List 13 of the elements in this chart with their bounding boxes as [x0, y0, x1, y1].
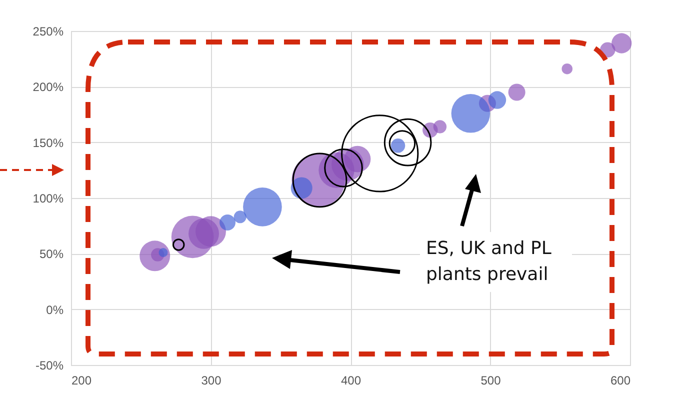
y-tick-label: 250%: [32, 24, 64, 38]
y-tick-label: 200%: [32, 80, 64, 94]
y-tick-label: -50%: [35, 358, 64, 372]
y-tick-label: 150%: [32, 136, 64, 150]
annotation: ES, UK and PL plants prevail: [420, 232, 572, 292]
y-tick-label: 100%: [32, 192, 64, 206]
y-tick-label: 0%: [46, 302, 64, 317]
x-tick-label: 600: [610, 374, 631, 388]
x-tick-label: 300: [201, 374, 222, 388]
x-tick-label: 500: [480, 374, 502, 388]
y-tick-label: 50%: [39, 247, 64, 262]
x-tick-label: 200: [72, 374, 92, 388]
x-tick-label: 400: [340, 374, 362, 388]
